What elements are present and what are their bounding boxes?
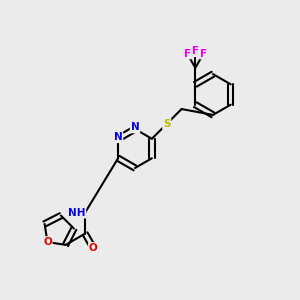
Text: F: F	[192, 46, 199, 56]
Text: F: F	[184, 49, 190, 58]
Text: NH: NH	[68, 208, 85, 218]
Text: O: O	[89, 243, 98, 253]
Text: N: N	[130, 122, 140, 133]
Text: S: S	[163, 119, 170, 129]
Text: F: F	[200, 49, 207, 58]
Text: O: O	[43, 237, 52, 247]
Text: N: N	[114, 132, 122, 142]
